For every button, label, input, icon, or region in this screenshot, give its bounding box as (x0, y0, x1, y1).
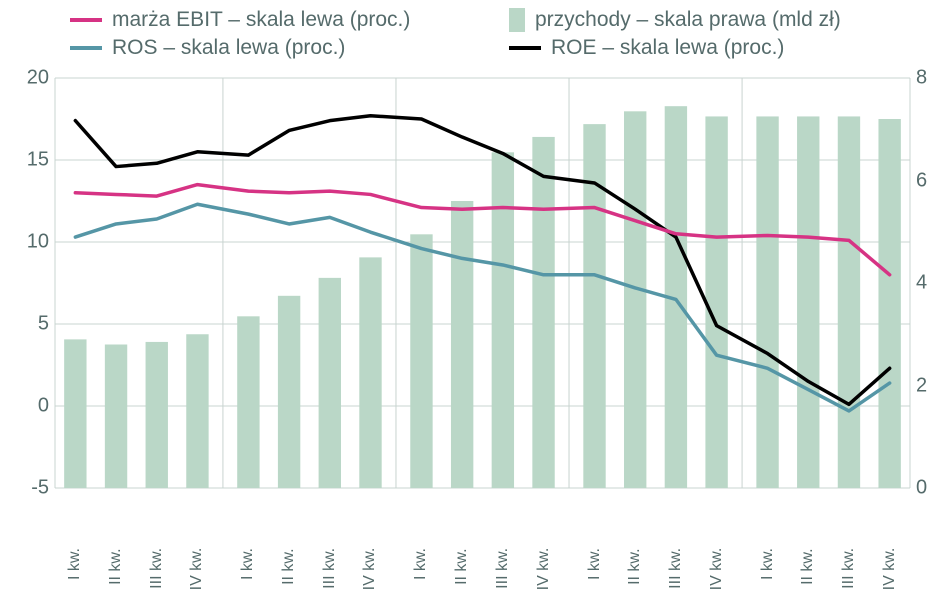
x-tick-label: III kw. (667, 548, 685, 589)
y-right-tick: 4 (916, 272, 927, 295)
chart-svg (55, 78, 910, 548)
x-tick-label: II kw. (626, 548, 644, 584)
y-right-tick: 2 (916, 374, 927, 397)
x-tick-label: II kw. (280, 548, 298, 584)
x-tick-label: I kw. (66, 548, 84, 580)
legend: marża EBIT – skala lewa (proc.) przychody… (70, 8, 928, 60)
y-left-tick: 10 (27, 231, 49, 254)
x-tick-label: IV kw. (361, 548, 379, 591)
x-tick-label: III kw. (321, 548, 339, 589)
x-tick-label: II kw. (453, 548, 471, 584)
legend-label: marża EBIT – skala lewa (proc.) (112, 8, 410, 32)
plot-area: -50510152002468I kw.II kw.III kw.IV kw.I… (55, 78, 910, 548)
legend-item-roe: ROE – skala lewa (proc.) (509, 36, 928, 60)
x-tick-label: III kw. (494, 548, 512, 589)
legend-label: ROE – skala lewa (proc.) (551, 36, 784, 60)
y-left-tick: -5 (31, 477, 49, 500)
x-tick-label: IV kw. (188, 548, 206, 591)
x-tick-label: IV kw. (881, 548, 899, 591)
y-right-tick: 8 (916, 67, 927, 90)
x-tick-label: II kw. (799, 548, 817, 584)
financial-chart: marża EBIT – skala lewa (proc.) przychody… (0, 0, 948, 593)
x-tick-label: II kw. (107, 548, 125, 584)
y-left-tick: 5 (38, 313, 49, 336)
y-right-tick: 6 (916, 169, 927, 192)
x-tick-label: I kw. (239, 548, 257, 580)
y-left-tick: 20 (27, 67, 49, 90)
legend-label: ROS – skala lewa (proc.) (112, 36, 345, 60)
y-left-tick: 0 (38, 395, 49, 418)
legend-label: przychody – skala prawa (mld zł) (535, 8, 841, 32)
x-tick-label: I kw. (586, 548, 604, 580)
legend-item-ros: ROS – skala lewa (proc.) (70, 36, 489, 60)
legend-swatch-line (70, 18, 102, 22)
y-left-tick: 15 (27, 149, 49, 172)
legend-swatch-line (70, 46, 102, 50)
x-tick-label: I kw. (412, 548, 430, 580)
y-right-tick: 0 (916, 477, 927, 500)
legend-item-ebit: marża EBIT – skala lewa (proc.) (70, 8, 489, 32)
x-tick-label: III kw. (148, 548, 166, 589)
x-tick-label: IV kw. (708, 548, 726, 591)
legend-swatch-line (509, 46, 541, 50)
legend-item-revenue: przychody – skala prawa (mld zł) (509, 8, 928, 32)
x-tick-label: IV kw. (535, 548, 553, 591)
legend-swatch-bar (509, 8, 525, 32)
x-tick-label: III kw. (840, 548, 858, 589)
x-tick-label: I kw. (759, 548, 777, 580)
